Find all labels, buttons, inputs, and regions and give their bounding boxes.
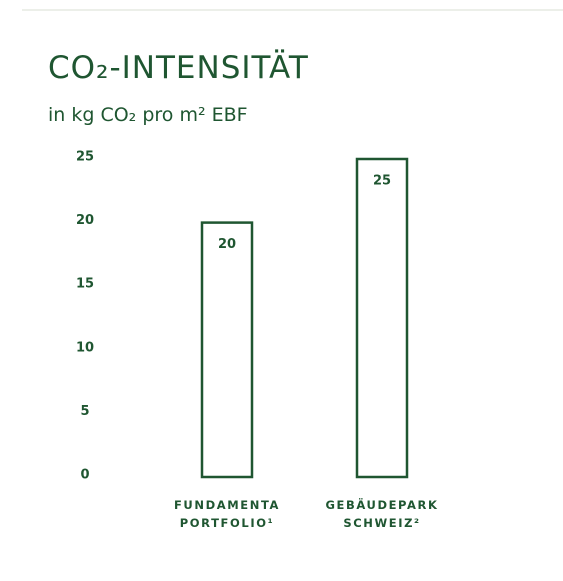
bar [200, 221, 254, 479]
x-tick-label: GEBÄUDEPARK SCHWEIZ² [325, 498, 439, 530]
x-tick-label: FUNDAMENTA PORTFOLIO¹ [173, 498, 281, 530]
bar [355, 157, 409, 479]
y-tick-label: 10 [76, 340, 94, 355]
data-label: 25 [373, 174, 391, 189]
data-label: 20 [218, 237, 236, 252]
y-tick-label: 5 [80, 404, 89, 419]
divider [22, 9, 563, 11]
y-tick-label: 25 [76, 150, 94, 165]
y-tick-label: 15 [76, 277, 94, 292]
chart-title: CO₂-INTENSITÄT [48, 50, 309, 86]
y-tick-label: 0 [80, 468, 89, 483]
chart-subtitle: in kg CO₂ pro m² EBF [48, 104, 248, 126]
y-tick-label: 20 [76, 213, 94, 228]
